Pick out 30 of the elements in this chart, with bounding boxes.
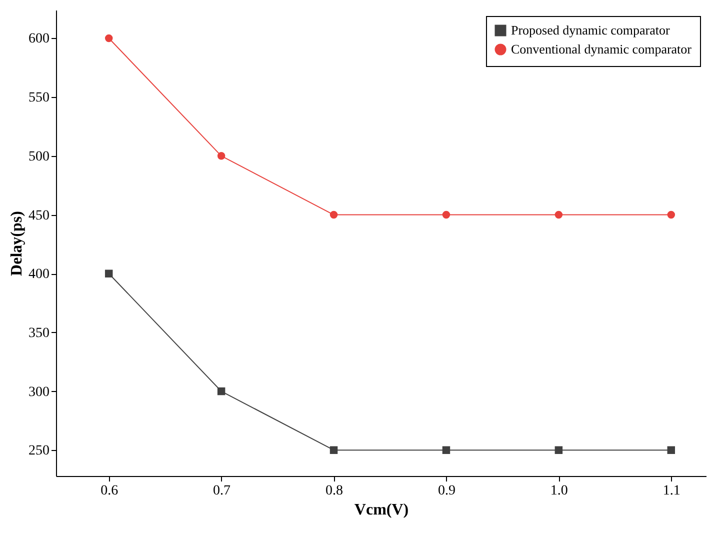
point bbox=[330, 446, 338, 454]
point bbox=[667, 210, 676, 219]
y-tick-label: 400 bbox=[28, 267, 50, 282]
point bbox=[667, 446, 676, 454]
y-tick-label: 450 bbox=[28, 208, 50, 224]
legend-label: Proposed dynamic comparator bbox=[511, 22, 671, 38]
y-tick-label: 550 bbox=[28, 90, 50, 106]
y-tick-label: 350 bbox=[28, 326, 50, 341]
point bbox=[554, 210, 563, 219]
y-tick-label: 500 bbox=[28, 149, 50, 164]
point bbox=[442, 210, 450, 219]
legend-label: Conventional dynamic comparator bbox=[511, 42, 692, 56]
point bbox=[217, 152, 226, 160]
point bbox=[217, 387, 226, 396]
y-tick-label: 600 bbox=[28, 32, 50, 47]
x-tick-label: 0.6 bbox=[100, 484, 118, 498]
x-tick-label: 0.8 bbox=[326, 484, 344, 498]
x-axis-title: Vcm(V) bbox=[354, 502, 409, 518]
point bbox=[104, 34, 113, 42]
y-tick-label: 300 bbox=[28, 384, 50, 400]
x-tick-label: 0.9 bbox=[438, 484, 456, 498]
point bbox=[554, 446, 563, 454]
y-tick-label: 250 bbox=[28, 444, 50, 459]
x-tick-label: 0.7 bbox=[213, 484, 231, 498]
x-tick-label: 1.1 bbox=[662, 484, 680, 498]
point bbox=[330, 210, 338, 219]
x-tick-label: 1.0 bbox=[550, 484, 568, 498]
point bbox=[104, 270, 113, 278]
point bbox=[442, 446, 450, 454]
y-axis-title: Delay(ps) bbox=[8, 211, 26, 276]
